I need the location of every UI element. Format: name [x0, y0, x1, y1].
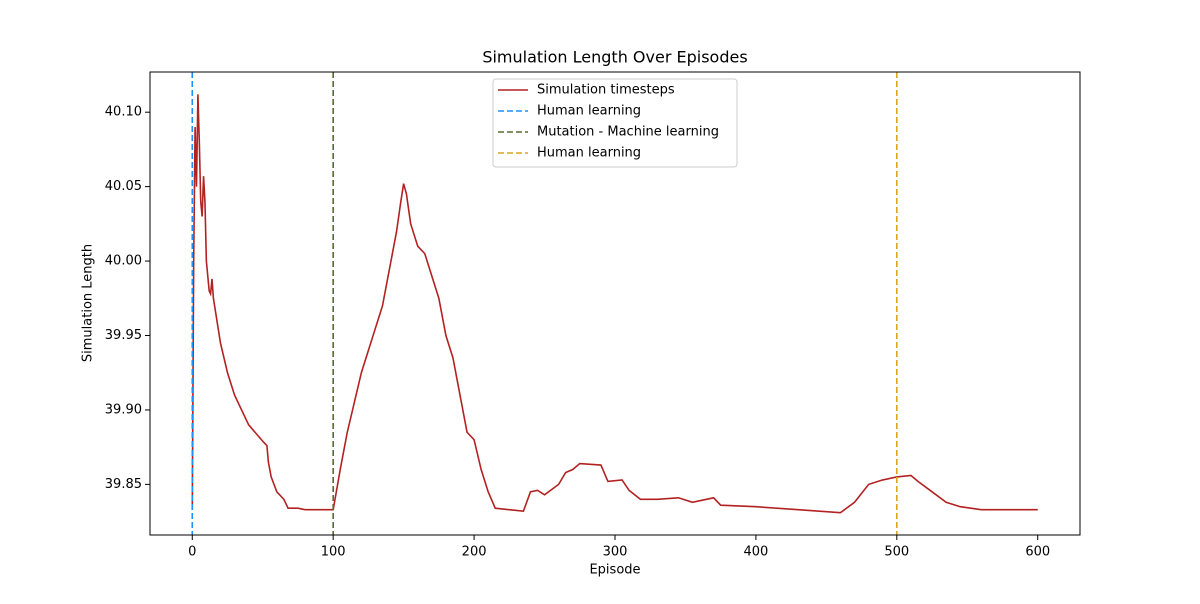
x-axis-label: Episode — [589, 563, 640, 578]
x-tick-label: 500 — [884, 545, 909, 560]
y-tick-label: 39.95 — [105, 328, 142, 343]
y-tick-label: 40.00 — [105, 254, 142, 269]
x-tick-label: 100 — [321, 545, 346, 560]
x-tick-label: 600 — [1025, 545, 1050, 560]
x-tick-label: 300 — [603, 545, 628, 560]
plot-frame — [149, 71, 1081, 536]
legend-label: Human learning — [537, 104, 641, 119]
y-axis-label: Simulation Length — [81, 244, 96, 362]
chart-title: Simulation Length Over Episodes — [482, 48, 747, 67]
y-tick-label: 39.90 — [105, 402, 142, 417]
x-tick-label: 200 — [462, 545, 487, 560]
x-tick-label: 400 — [743, 545, 768, 560]
y-tick-label: 40.05 — [105, 179, 142, 194]
x-tick-label: 0 — [188, 545, 196, 560]
data-line — [191, 94, 1038, 514]
legend-label: Simulation timesteps — [537, 83, 675, 98]
legend-label: Human learning — [537, 146, 641, 161]
legend-box — [492, 78, 738, 168]
y-tick-label: 40.10 — [105, 105, 142, 120]
legend-label: Mutation - Machine learning — [537, 125, 719, 140]
y-tick-label: 39.85 — [105, 477, 142, 492]
